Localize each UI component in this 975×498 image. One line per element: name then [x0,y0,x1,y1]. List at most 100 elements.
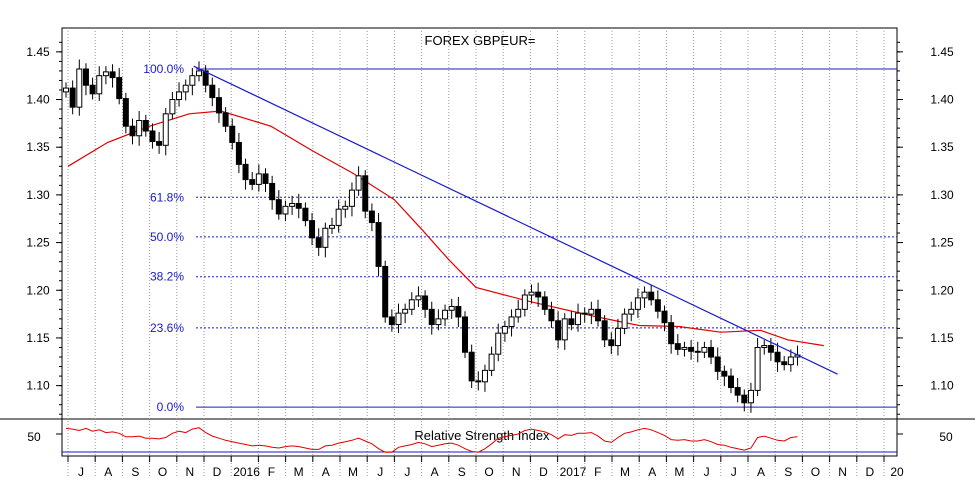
candle-up [787,356,794,366]
candle-up [614,327,621,347]
x-tick-label: A [322,465,330,479]
candle-up [641,291,648,299]
candle-up [747,389,754,404]
candle-down [309,220,316,239]
x-tick-label: D [865,465,874,479]
moving-average-line [67,110,824,347]
candle-down [368,210,375,224]
candle-down [142,120,149,132]
candle-up [96,75,103,95]
x-tick-label: N [512,465,521,479]
candle-down [116,77,123,100]
candle-down [249,179,256,185]
y-tick-label-right: 1.25 [930,236,954,250]
candle-down [581,312,588,315]
x-tick-label: F [268,465,275,479]
candle-up [136,120,143,137]
y-tick-label-left: 1.40 [26,93,50,107]
x-tick-label: D [213,465,222,479]
candle-down [774,351,781,363]
candle-up [63,87,69,93]
candle-up [681,346,688,350]
candle-up [342,205,349,210]
candle-down [654,299,661,312]
candle-up [402,308,409,314]
candle-up [515,308,522,318]
x-tick-label: O [158,465,167,479]
y-tick-label-right: 1.10 [930,379,954,393]
candle-down [741,394,748,404]
candle-down [362,175,369,212]
fib-level-label: 61.8% [150,190,184,204]
candle-down [69,87,76,108]
candle-up [761,345,768,348]
candle-down [568,318,575,326]
candle-down [661,310,668,324]
y-tick-label-right: 1.45 [930,45,954,59]
candle-down [242,163,249,181]
candle-down [714,356,721,372]
fib-level-label: 50.0% [150,230,184,244]
y-tick-label-left: 1.25 [26,236,50,250]
x-tick-label: 20 [890,465,904,479]
candle-up [435,318,442,326]
candle-up [754,346,761,391]
candle-down [728,375,734,389]
candle-down [468,351,475,382]
x-tick-label: N [185,465,194,479]
candle-up [621,313,628,329]
y-tick-label-right: 1.30 [930,188,954,202]
candle-down [475,380,482,383]
fib-level-label: 100.0% [143,62,184,76]
candle-down [295,202,302,209]
candle-down [535,291,542,298]
candle-up [575,312,582,326]
x-tick-label: M [348,465,358,479]
x-tick-label: S [131,465,139,479]
candle-up [448,305,455,311]
candle-down [209,84,216,99]
y-tick-label-left: 1.20 [26,283,50,297]
x-tick-label: O [484,465,493,479]
candle-up [189,75,196,86]
y-tick-label-left: 1.45 [26,45,50,59]
candle-up [182,84,189,93]
y-tick-label-left: 1.30 [26,188,50,202]
candle-down [382,265,389,318]
x-tick-label: A [431,465,439,479]
x-tick-label: J [377,465,383,479]
candle-down [555,320,562,341]
candle-up [701,346,708,353]
candle-up [196,70,202,77]
x-tick-label: M [620,465,630,479]
candle-down [269,182,276,201]
candle-up [282,205,289,215]
candle-down [215,97,222,114]
candle-up [335,208,342,226]
x-tick-label: O [811,465,820,479]
candle-down [122,98,129,127]
candle-down [734,387,741,396]
candle-down [109,71,116,79]
x-tick-label: N [838,465,847,479]
candle-up [395,312,402,326]
y-tick-label-right: 1.15 [930,331,954,345]
chart-title: FOREX GBPEUR= [425,33,536,48]
rsi-line [65,427,798,453]
candle-down [315,237,322,248]
fib-level-label: 38.2% [150,270,184,284]
candle-down [82,68,89,86]
candle-up [348,189,355,207]
candle-down [541,296,548,310]
candle-down [129,125,136,137]
trend-line [193,65,838,375]
candle-down [388,316,395,326]
candle-down [767,345,774,353]
candle-down [781,361,788,366]
x-tick-label: J [704,465,710,479]
y-tick-label-left: 1.15 [26,331,50,345]
candle-up [408,299,415,310]
candle-up [329,224,335,229]
candle-up [521,294,528,310]
